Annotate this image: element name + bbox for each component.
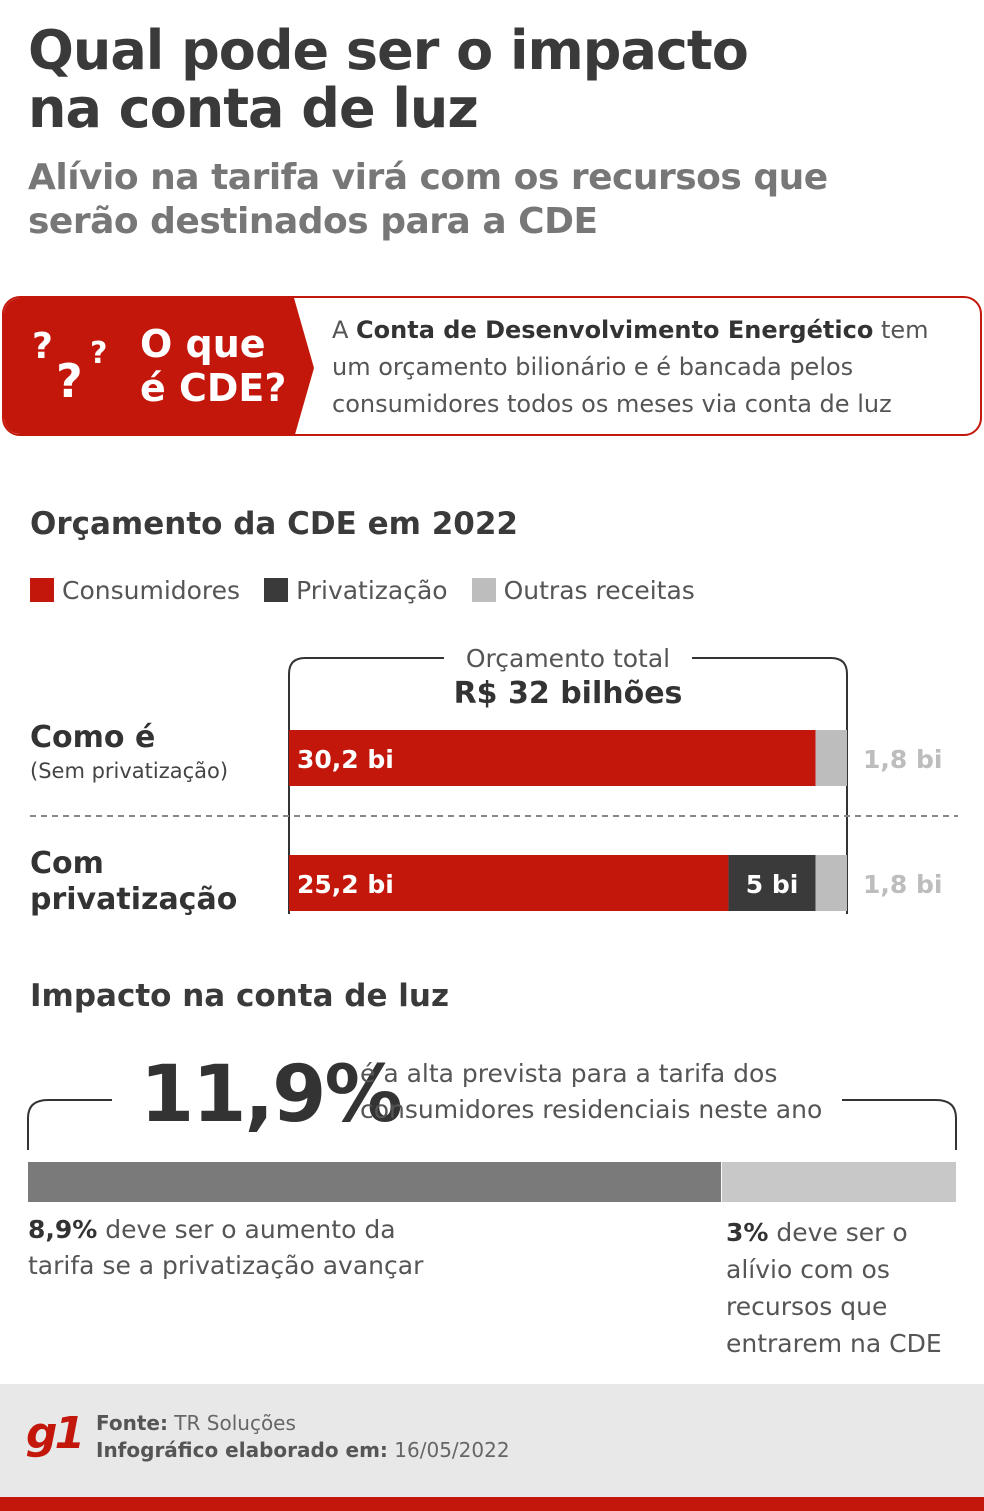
total-value: R$ 32 bilhões [454, 676, 683, 711]
bar-label-privatizacao-row-2: 5 bi [746, 870, 799, 899]
question-mark-3: ? [90, 336, 108, 371]
bar-label-outras-row-1: 1,8 bi [863, 745, 942, 774]
bar-consumidores-row-1 [289, 730, 816, 786]
note-right-line-1: 3% deve ser o [726, 1214, 942, 1251]
note-left-bold: 8,9% [28, 1215, 98, 1244]
bar-outras-row-2 [815, 855, 847, 911]
page-subtitle: Alívio na tarifa virá com os recursos qu… [28, 156, 958, 244]
note-left-line-2: tarifa se a privatização avançar [28, 1251, 424, 1280]
total-increase-desc-line-1: é a alta prevista para a tarifa dos [360, 1059, 778, 1088]
footer-date: Infográfico elaborado em: 16/05/2022 [96, 1437, 510, 1464]
cde-explanation-box: ? ? ? O que é CDE? A Conta de Desenvolvi… [2, 296, 982, 436]
budget-chart: Orçamento total R$ 32 bilhões 30,2 bi 1,8… [30, 644, 958, 914]
bar-label-consumidores-row-2: 25,2 bi [297, 870, 394, 899]
cde-description-line-3: consumidores todos os meses via conta de… [332, 390, 892, 418]
note-right-line-2: alívio com os [726, 1255, 890, 1284]
note-cde-relief: 3% deve ser o alívio com os recursos que… [726, 1214, 942, 1362]
footer-date-label: Infográfico elaborado em: [96, 1438, 388, 1462]
legend-item-privatizacao: Privatização [264, 576, 448, 605]
note-right-line-4: entrarem na CDE [726, 1329, 942, 1358]
subtitle-line-2: serão destinados para a CDE [28, 201, 598, 242]
total-increase-desc-line-2: consumidores residenciais neste ano [360, 1095, 823, 1124]
legend-swatch-red [30, 578, 54, 602]
total-label: Orçamento total [466, 644, 670, 673]
budget-legend: Consumidores Privatização Outras receita… [30, 572, 695, 608]
total-increase-pct: 11,9% [140, 1050, 403, 1140]
impact-chart [27, 1099, 957, 1202]
row-label-como-e: Como é (Sem privatização) [30, 720, 228, 786]
cde-description: A Conta de Desenvolvimento Energético te… [332, 312, 972, 423]
row-label-com-line2: privatização [30, 882, 238, 917]
cde-question-panel [4, 298, 314, 434]
note-privatization-increase: 8,9% deve ser o aumento da tarifa se a p… [28, 1212, 423, 1284]
cde-text-bold: Conta de Desenvolvimento Energético [356, 316, 874, 344]
impact-brace-left [27, 1099, 112, 1150]
footer-source-value: TR Soluções [167, 1411, 296, 1435]
impact-bar-privatization-increase [28, 1162, 723, 1202]
impact-bar-cde-relief [722, 1162, 956, 1202]
cde-question-line-2: é CDE? [140, 366, 287, 410]
page-title: Qual pode ser o impacto na conta de luz [28, 22, 958, 138]
question-mark-1: ? [32, 326, 53, 367]
footer-credits: Fonte: TR Soluções Infográfico elaborado… [96, 1410, 510, 1464]
title-line-2: na conta de luz [28, 77, 479, 140]
cde-text-prefix: A [332, 316, 357, 344]
g1-logo: g1 [26, 1408, 85, 1459]
row-label-com-privatizacao: Com privatização [30, 846, 237, 918]
note-right-line-3: recursos que [726, 1292, 888, 1321]
bar-outras-row-1 [815, 730, 847, 786]
impact-chart-title: Impacto na conta de luz [30, 978, 450, 1014]
question-marks-icon: ? ? ? [28, 320, 118, 410]
row-label-como-e-main: Como é [30, 720, 156, 755]
legend-item-outras: Outras receitas [471, 575, 695, 605]
title-line-1: Qual pode ser o impacto [28, 19, 749, 82]
impact-bars [28, 1162, 956, 1202]
note-left-line-1: 8,9% deve ser o aumento da [28, 1212, 423, 1248]
total-increase-desc: é a alta prevista para a tarifa dos cons… [360, 1056, 822, 1128]
footer-date-value: 16/05/2022 [387, 1438, 510, 1462]
cde-description-line-1: A Conta de Desenvolvimento Energético te… [332, 312, 972, 349]
note-right-bold: 3% [726, 1218, 769, 1247]
bar-label-consumidores-row-1: 30,2 bi [297, 745, 394, 774]
cde-question-line-1: O que [140, 322, 266, 366]
legend-swatch-gray [471, 578, 496, 602]
cde-text-suffix: tem [873, 316, 929, 344]
bar-privatizacao-row-2 [728, 855, 816, 911]
bar-consumidores-row-2 [289, 855, 729, 911]
subtitle-line-1: Alívio na tarifa virá com os recursos qu… [28, 157, 828, 198]
bar-label-outras-row-2: 1,8 bi [863, 870, 942, 899]
legend-label-privatizacao: Privatização [296, 575, 448, 605]
note-left-rest: deve ser o aumento da [97, 1215, 396, 1244]
budget-chart-title: Orçamento da CDE em 2022 [30, 506, 518, 542]
note-right-rest: deve ser o [768, 1218, 908, 1247]
footer-source-label: Fonte: [96, 1411, 168, 1435]
impact-brace-right [842, 1099, 957, 1150]
footer-source: Fonte: TR Soluções [96, 1410, 510, 1437]
row-label-com-main: Com [30, 846, 104, 881]
bracket-label-gap [444, 648, 692, 668]
legend-label-outras: Outras receitas [503, 575, 695, 605]
legend-item-consumidores: Consumidores [30, 576, 240, 605]
cde-description-line-2: um orçamento bilionário e é bancada pelo… [332, 353, 854, 381]
budget-bars: 30,2 bi 1,8 bi 25,2 bi 5 bi 1,8 bi [289, 730, 942, 911]
legend-label-consumidores: Consumidores [62, 575, 241, 605]
row-label-como-e-sub: (Sem privatização) [30, 759, 229, 783]
footer-red-bar [0, 1497, 984, 1511]
legend-swatch-dark [264, 578, 289, 602]
cde-question: O que é CDE? [140, 322, 286, 410]
footer: g1 Fonte: TR Soluções Infográfico elabor… [0, 1384, 984, 1511]
question-mark-2: ? [56, 354, 83, 408]
